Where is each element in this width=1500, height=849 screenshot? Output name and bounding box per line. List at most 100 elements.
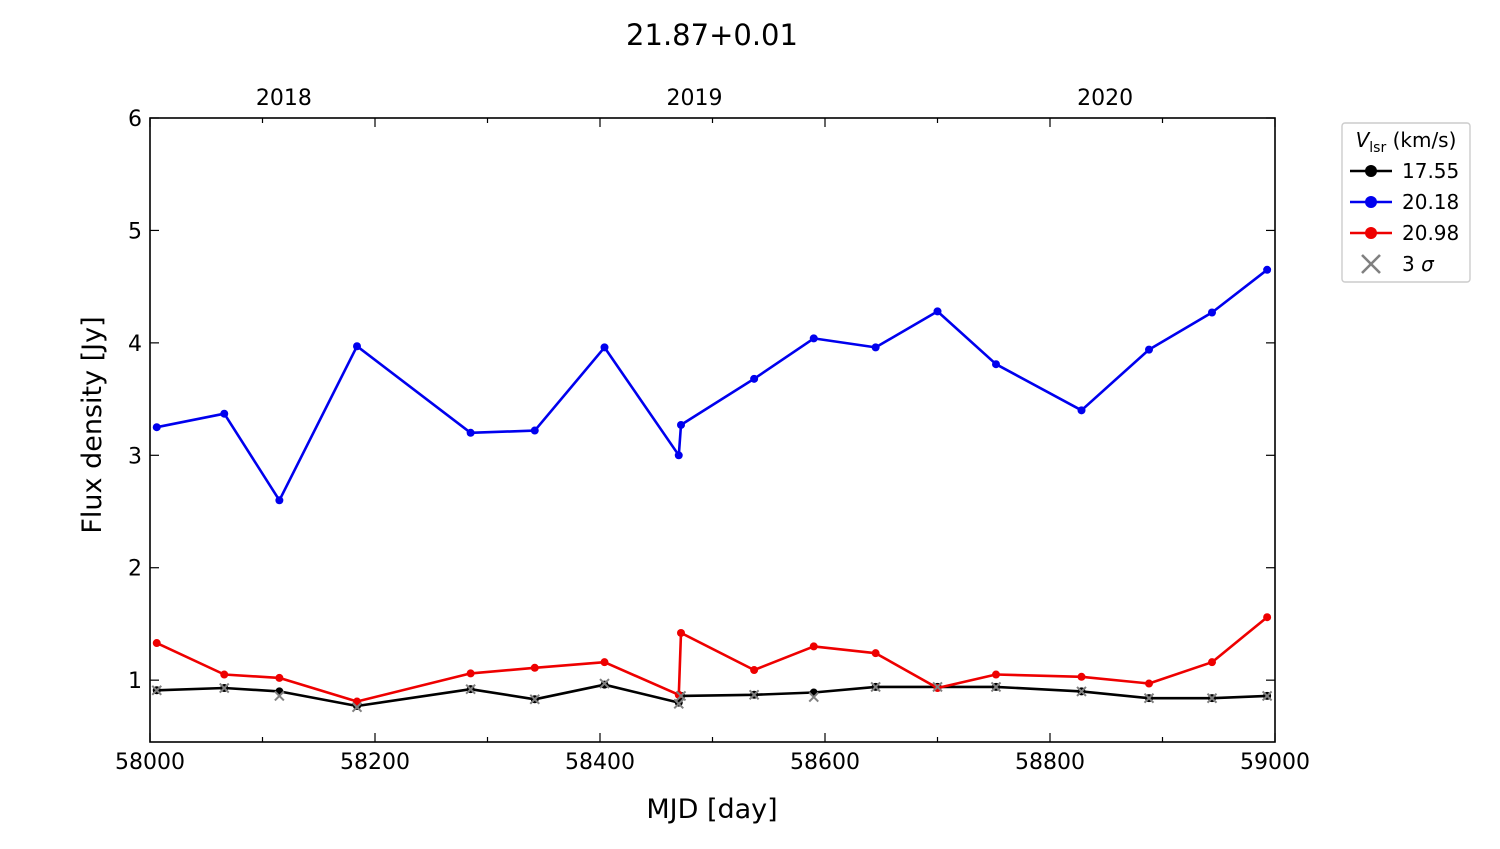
y-tick-label: 1 — [128, 669, 142, 694]
series-point-20.18 — [750, 374, 759, 383]
series-point-20.18 — [1263, 265, 1272, 274]
legend-sigma-marker — [1361, 254, 1381, 274]
sigma3-marker-stroke — [219, 682, 230, 694]
x-tick-label: 58400 — [565, 750, 635, 775]
sigma3-marker — [219, 682, 230, 694]
plot-border — [149, 117, 1276, 743]
series-point-20.18 — [466, 428, 475, 437]
y-axis-label: Flux density [Jy] — [77, 316, 108, 533]
legend-box — [1341, 122, 1471, 283]
y-tick-label: 4 — [128, 332, 142, 357]
sigma3-marker-stroke — [151, 685, 162, 696]
ticks-layer: 58000 58200 58400 58600 58800 59000 1 2 3 4 5 6 2018… — [115, 86, 1310, 775]
series-point-20.98 — [1077, 672, 1086, 681]
top-year-label: 2018 — [256, 86, 312, 111]
series-point-20.98 — [466, 669, 475, 678]
sigma3-marker — [351, 701, 363, 713]
y-tick-label: 6 — [128, 107, 142, 132]
series-point-20.98 — [353, 697, 361, 706]
series-point-20.98 — [1263, 613, 1272, 622]
sigma3-marker — [1076, 686, 1087, 697]
series-point-20.98 — [677, 628, 685, 637]
sigma3-marker-stroke — [990, 681, 1002, 693]
series-point-20.18 — [220, 409, 229, 418]
series-point-20.98 — [1145, 679, 1153, 688]
y-tick-label: 2 — [128, 557, 142, 582]
sigma3-marker-stroke — [932, 681, 943, 693]
sigma3-marker-stroke — [1261, 690, 1273, 702]
sigma3-marker-stroke — [675, 690, 687, 702]
series-point-20.98 — [1208, 658, 1216, 667]
series-point-20.18 — [677, 420, 685, 429]
sigma3-marker-stroke — [465, 683, 476, 695]
sigma3-marker — [1206, 692, 1218, 704]
legend-swatch-dot — [1365, 165, 1377, 177]
series-point-20.98 — [992, 670, 1000, 679]
sigma3-marker-stroke — [748, 689, 760, 700]
series-point-20.18 — [992, 360, 1000, 369]
series-point-20.18 — [530, 426, 539, 435]
sigma3-marker-stroke — [1143, 692, 1155, 704]
legend-swatch-dot — [1365, 227, 1377, 239]
series-point-20.98 — [809, 642, 818, 651]
series-point-20.98 — [871, 649, 880, 658]
series-point-20.18 — [152, 423, 161, 432]
sigma3-marker-stroke — [808, 691, 819, 703]
series-point-20.18 — [933, 307, 942, 316]
sigma3-marker — [748, 689, 760, 700]
top-year-label: 2019 — [667, 86, 723, 111]
series-point-20.18 — [1208, 308, 1216, 317]
legend: Vlsr (km/s) 17.55 20.18 20.98 3 σ — [1341, 122, 1471, 283]
sigma3-marker-stroke — [351, 701, 363, 713]
series-point-20.18 — [871, 343, 880, 352]
series-layer — [151, 265, 1273, 713]
sigma3-marker-stroke — [870, 681, 881, 693]
sigma3-marker — [465, 683, 476, 695]
legend-entry-label: 20.98 — [1402, 221, 1459, 245]
chart-title: 21.87+0.01 — [626, 18, 798, 52]
y-tick-label: 5 — [128, 219, 142, 244]
sigma3-marker — [673, 698, 684, 709]
legend-entry-label: 17.55 — [1402, 159, 1459, 183]
x-tick-label: 58600 — [790, 750, 860, 775]
series-line-17.55 — [156, 683, 1268, 708]
legend-title: Vlsr (km/s) — [1356, 128, 1457, 156]
sigma3-marker — [675, 690, 687, 702]
legend-entry-label: 3 σ — [1402, 252, 1435, 276]
series-point-20.18 — [674, 451, 683, 460]
series-point-20.18 — [1145, 345, 1153, 354]
x-tick-label: 58200 — [340, 750, 410, 775]
series-point-20.98 — [275, 673, 284, 682]
series-point-20.98 — [600, 658, 609, 667]
series-point-20.18 — [353, 342, 361, 351]
series-line-20.18 — [156, 268, 1268, 502]
sigma3-marker — [990, 681, 1002, 693]
sigma3-marker-stroke — [1076, 686, 1087, 697]
sigma3-marker — [274, 690, 285, 702]
series-point-20.98 — [530, 663, 539, 672]
sigma3-marker — [932, 681, 943, 693]
sigma3-marker — [870, 681, 881, 693]
plot-frame — [149, 117, 1276, 743]
x-tick-label: 58000 — [115, 750, 185, 775]
top-year-label: 2020 — [1077, 86, 1133, 111]
legend-swatch-dot — [1365, 196, 1377, 208]
series-point-20.18 — [1077, 406, 1086, 415]
series-point-20.98 — [220, 670, 229, 679]
sigma3-marker-stroke — [673, 698, 684, 709]
series-point-20.98 — [152, 639, 161, 648]
series-point-20.18 — [809, 334, 818, 343]
series-point-20.18 — [275, 496, 284, 505]
sigma3-marker-stroke — [599, 678, 610, 689]
sigma3-marker-stroke — [1206, 692, 1218, 704]
series-line-20.98 — [156, 616, 1268, 703]
x-axis-label: MJD [day] — [646, 794, 777, 825]
sigma3-marker — [529, 694, 540, 705]
sigma3-marker — [1261, 690, 1273, 702]
sigma3-marker — [151, 685, 162, 696]
series-point-20.98 — [750, 666, 759, 675]
legend-entry-label: 20.18 — [1402, 190, 1459, 214]
x-tick-label: 58800 — [1015, 750, 1085, 775]
